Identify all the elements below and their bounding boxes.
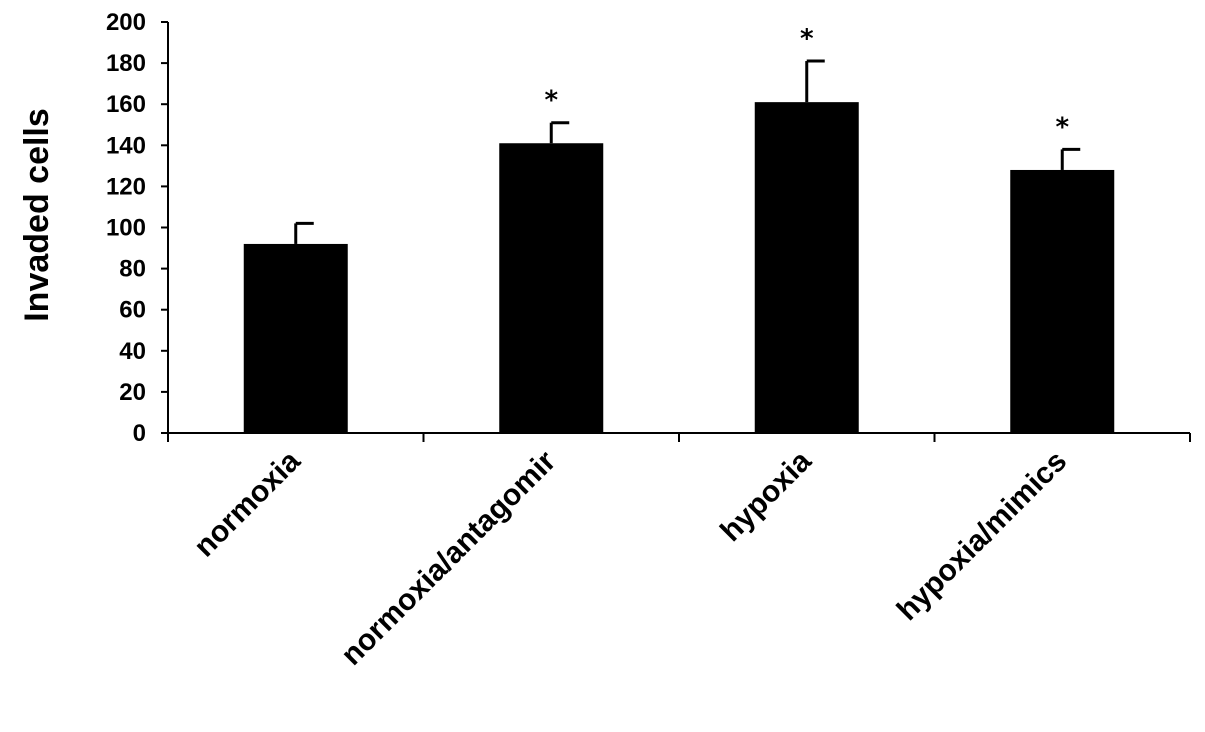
plot-area: 0 20 40 60 80 100 120 140 160 180 200 normoxia * norm… [106,9,1191,672]
y-tick-label: 0 [133,420,146,447]
significance-mark: * [1055,112,1069,142]
y-tick-label: 180 [106,50,146,77]
y-axis-label: Invaded cells [18,108,56,322]
y-tick-label: 100 [106,215,146,242]
x-tick-label: normoxia [188,444,307,563]
y-tick-label: 200 [106,9,146,36]
significance-mark: * [800,24,814,54]
bar [1010,169,1115,433]
y-tick-label: 40 [119,338,146,365]
y-tick-label: 160 [106,91,146,118]
significance-mark: * [544,86,558,116]
x-tick-label: hypoxia [714,444,818,548]
y-tick-label: 80 [119,256,146,283]
y-tick-label: 60 [119,297,146,324]
bar [243,243,348,433]
x-tick-label: hypoxia/mimics [891,445,1073,627]
bar [499,143,604,433]
y-tick-label: 140 [106,132,146,159]
x-tick-label: normoxia/antagomir [335,444,562,671]
y-tick-label: 20 [119,379,146,406]
y-tick-label: 120 [106,173,146,200]
bar [754,102,859,434]
